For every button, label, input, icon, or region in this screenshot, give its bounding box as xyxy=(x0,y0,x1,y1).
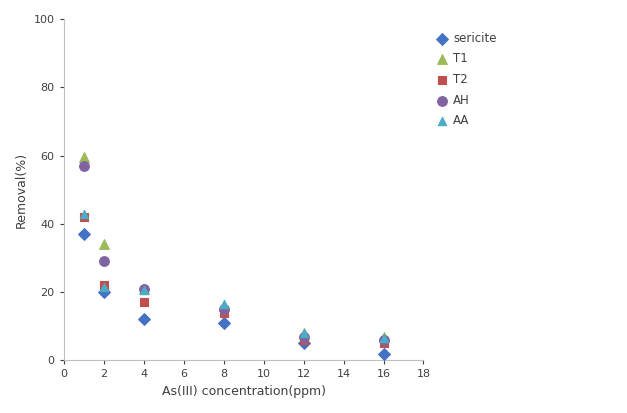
AH xyxy=(98,258,108,265)
AH xyxy=(139,285,149,292)
T2 xyxy=(379,340,389,347)
AA xyxy=(98,284,108,290)
AH xyxy=(219,306,229,313)
T1 xyxy=(219,302,229,309)
Y-axis label: Removal(%): Removal(%) xyxy=(15,152,28,228)
AA xyxy=(139,287,149,294)
sericite xyxy=(139,316,149,323)
sericite xyxy=(78,231,88,237)
sericite xyxy=(298,340,308,347)
AA xyxy=(379,335,389,342)
T2 xyxy=(78,214,88,220)
sericite xyxy=(98,289,108,295)
T2 xyxy=(219,309,229,316)
AH xyxy=(379,337,389,343)
T1 xyxy=(379,333,389,340)
AA xyxy=(298,330,308,337)
T2 xyxy=(98,282,108,289)
AA xyxy=(78,210,88,217)
T1 xyxy=(139,285,149,292)
T1 xyxy=(78,154,88,161)
Legend: sericite, T1, T2, AH, AA: sericite, T1, T2, AH, AA xyxy=(436,32,497,128)
sericite xyxy=(379,350,389,357)
T1 xyxy=(298,330,308,337)
AH xyxy=(78,162,88,169)
sericite xyxy=(219,320,229,326)
T2 xyxy=(298,337,308,343)
AA xyxy=(219,301,229,307)
X-axis label: As(III) concentration(ppm): As(III) concentration(ppm) xyxy=(162,385,325,398)
T1 xyxy=(98,241,108,248)
AH xyxy=(298,333,308,340)
T2 xyxy=(139,299,149,306)
